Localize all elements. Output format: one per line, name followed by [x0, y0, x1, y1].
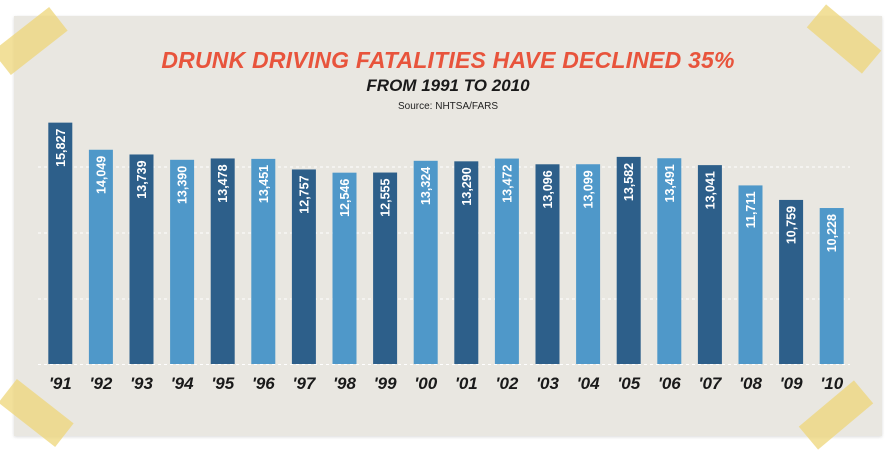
data-label: 13,472	[500, 165, 514, 203]
data-label: 12,555	[379, 178, 393, 216]
data-label: 13,290	[460, 167, 474, 205]
bar-06	[657, 158, 682, 364]
x-tick-label: '96	[252, 374, 275, 393]
data-label: 13,478	[216, 164, 230, 202]
data-label: 13,582	[622, 163, 636, 201]
x-tick-label: '97	[292, 374, 316, 393]
data-label: 13,041	[703, 171, 717, 209]
data-label: 13,096	[541, 170, 555, 208]
x-tick-label: '92	[89, 374, 112, 393]
data-label: 11,711	[744, 191, 758, 228]
data-label: 12,546	[338, 179, 352, 217]
x-tick-label: '07	[698, 374, 722, 393]
bar-02	[494, 158, 519, 364]
bar-10	[819, 208, 844, 364]
bar-01	[454, 161, 479, 364]
bar-07	[697, 165, 722, 364]
bar-05	[616, 156, 641, 364]
x-tick-label: '03	[536, 374, 559, 393]
data-label: 13,491	[663, 164, 677, 202]
bar-08	[738, 185, 763, 364]
bar-95	[210, 158, 235, 364]
x-tick-label: '09	[780, 374, 803, 393]
x-tick-label: '93	[130, 374, 153, 393]
x-tick-label: '94	[171, 374, 194, 393]
bar-91	[48, 122, 73, 365]
data-label: 13,099	[582, 170, 596, 208]
x-tick-label: '91	[49, 374, 72, 393]
data-label: 15,827	[54, 129, 68, 167]
bar-93	[129, 154, 154, 364]
bar-98	[332, 172, 357, 364]
data-label: 14,049	[94, 156, 108, 194]
bar-96	[251, 158, 276, 364]
x-tick-label: '99	[374, 374, 397, 393]
bar-03	[535, 164, 560, 364]
x-tick-label: '00	[414, 374, 437, 393]
chart-title: DRUNK DRIVING FATALITIES HAVE DECLINED 3…	[161, 47, 735, 73]
x-tick-label: '08	[739, 374, 762, 393]
x-tick-label: '06	[658, 374, 681, 393]
bar-99	[373, 172, 398, 364]
data-label: 13,739	[135, 160, 149, 198]
data-label: 10,228	[825, 214, 839, 252]
data-label: 12,757	[297, 175, 311, 213]
x-tick-label: '05	[617, 374, 640, 393]
data-label: 13,451	[257, 165, 271, 203]
x-tick-label: '95	[211, 374, 234, 393]
x-tick-label: '04	[577, 374, 600, 393]
bar-00	[413, 160, 438, 364]
bar-97	[291, 169, 316, 364]
x-tick-label: '10	[820, 374, 843, 393]
data-label: 10,759	[785, 206, 799, 244]
bar-04	[576, 164, 601, 364]
x-tick-label: '01	[455, 374, 478, 393]
bar-92	[88, 149, 113, 364]
x-tick-label: '98	[333, 374, 356, 393]
chart-subtitle: FROM 1991 TO 2010	[366, 76, 530, 95]
bar-94	[170, 159, 195, 364]
data-label: 13,390	[176, 166, 190, 204]
data-label: 13,324	[419, 167, 433, 205]
chart-source: Source: NHTSA/FARS	[397, 101, 499, 112]
x-tick-label: '02	[495, 374, 518, 393]
bar-09	[779, 199, 804, 364]
infographic-card	[14, 16, 882, 436]
